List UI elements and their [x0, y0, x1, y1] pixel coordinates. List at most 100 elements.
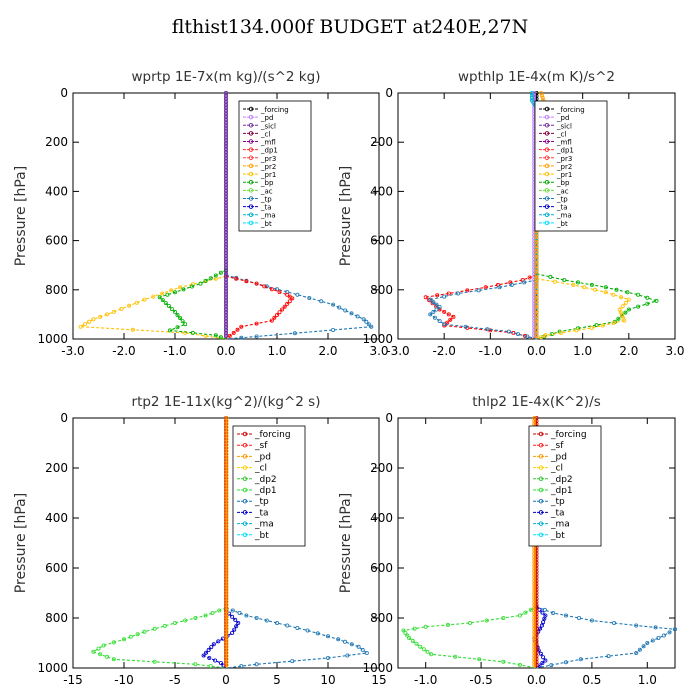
data-point [277, 289, 282, 294]
data-point [543, 613, 548, 618]
y-axis-label: Pressure [hPa] [338, 493, 354, 593]
data-point [418, 644, 423, 649]
legend-marker [242, 476, 248, 482]
data-point [620, 304, 625, 309]
data-point [532, 663, 537, 668]
data-point [589, 282, 594, 287]
x-tick-label: -2.0 [112, 344, 135, 358]
data-point [534, 663, 539, 668]
data-point [626, 307, 631, 312]
x-tick-label: 1.0 [638, 673, 657, 687]
data-point [127, 303, 132, 308]
data-point [213, 658, 218, 663]
legend-label: _cl [254, 464, 267, 474]
data-point [157, 295, 162, 300]
y-tick-label: 0 [60, 411, 68, 425]
data-point [349, 642, 354, 647]
series-line [78, 275, 227, 340]
legend-label: _pr1 [260, 171, 276, 179]
series-pr1 [78, 274, 228, 340]
data-point [455, 291, 460, 296]
data-point [169, 288, 174, 293]
data-point [529, 95, 534, 100]
legend-label: _dp1 [556, 147, 574, 155]
data-point [227, 333, 232, 338]
legend-label: _sf [550, 441, 564, 451]
data-point [230, 614, 235, 619]
data-point [522, 280, 527, 285]
data-point [529, 93, 534, 98]
legend-label: _ac [260, 187, 273, 195]
legend-marker [248, 147, 254, 152]
legend-label: _bp [260, 179, 274, 187]
series-pr1 [534, 276, 631, 340]
y-tick-label: 800 [45, 611, 68, 625]
data-point [91, 649, 96, 654]
series-line [402, 606, 537, 669]
legend-label: _dp2 [254, 475, 277, 485]
data-point [442, 294, 447, 299]
y-tick-label: 200 [370, 135, 393, 149]
data-point [231, 330, 236, 335]
data-point [434, 302, 439, 307]
data-point [542, 616, 547, 621]
data-point [437, 304, 442, 309]
x-tick-label: -0.5 [469, 673, 492, 687]
y-tick-label: 1000 [37, 332, 68, 346]
data-point [193, 616, 198, 621]
data-point [183, 322, 188, 327]
legend-label: _ta [254, 508, 269, 518]
data-point [285, 301, 290, 306]
y-tick-label: 400 [370, 511, 393, 525]
data-point [163, 301, 168, 306]
legend-marker [544, 196, 550, 201]
panel-2: wpthlp 1E-4x(m K)/s^2 Pressure [hPa] -3.0 -… [338, 69, 685, 358]
data-point [429, 652, 434, 657]
data-point [213, 273, 218, 278]
data-point [208, 276, 213, 281]
legend-label: _pr1 [556, 171, 572, 179]
data-point [501, 616, 506, 621]
data-point [428, 312, 433, 317]
data-point [445, 622, 450, 627]
data-point [295, 292, 300, 297]
data-point [593, 287, 598, 292]
data-point [540, 623, 545, 628]
legend-marker [538, 431, 544, 437]
data-point [269, 287, 274, 292]
legend-label: _sicl [260, 122, 276, 130]
x-tick-label: 0 [222, 673, 230, 687]
data-point [218, 661, 223, 666]
data-point [325, 656, 330, 661]
legend-label: _pd [550, 452, 567, 462]
data-point [130, 327, 135, 332]
data-point [237, 611, 242, 616]
legend-label: _ac [556, 187, 569, 195]
x-tick-label: -15 [63, 673, 83, 687]
data-point [532, 333, 537, 338]
y-tick-label: 400 [45, 184, 68, 198]
data-point [152, 659, 157, 664]
legend-marker [544, 139, 550, 144]
data-point [101, 643, 106, 648]
data-point [160, 291, 165, 296]
data-point [637, 647, 642, 652]
legend-marker [544, 179, 550, 185]
data-point [244, 613, 249, 618]
data-point [541, 655, 546, 660]
data-point [178, 316, 183, 321]
data-point [254, 616, 259, 621]
legend-label: _forcing [550, 430, 587, 440]
y-tick-label: 1000 [37, 661, 68, 675]
data-point [401, 628, 406, 633]
panel-1: wprtp 1E-7x(m kg)/(s^2 kg) Pressure [hPa]… [13, 69, 389, 358]
y-tick-label: 400 [370, 184, 393, 198]
legend-label: _tp [550, 497, 565, 507]
data-point [232, 627, 237, 632]
data-point [169, 306, 174, 311]
data-point [645, 295, 650, 300]
data-point [423, 624, 428, 629]
data-point [623, 300, 628, 305]
data-point [82, 322, 87, 327]
data-point [135, 632, 140, 637]
